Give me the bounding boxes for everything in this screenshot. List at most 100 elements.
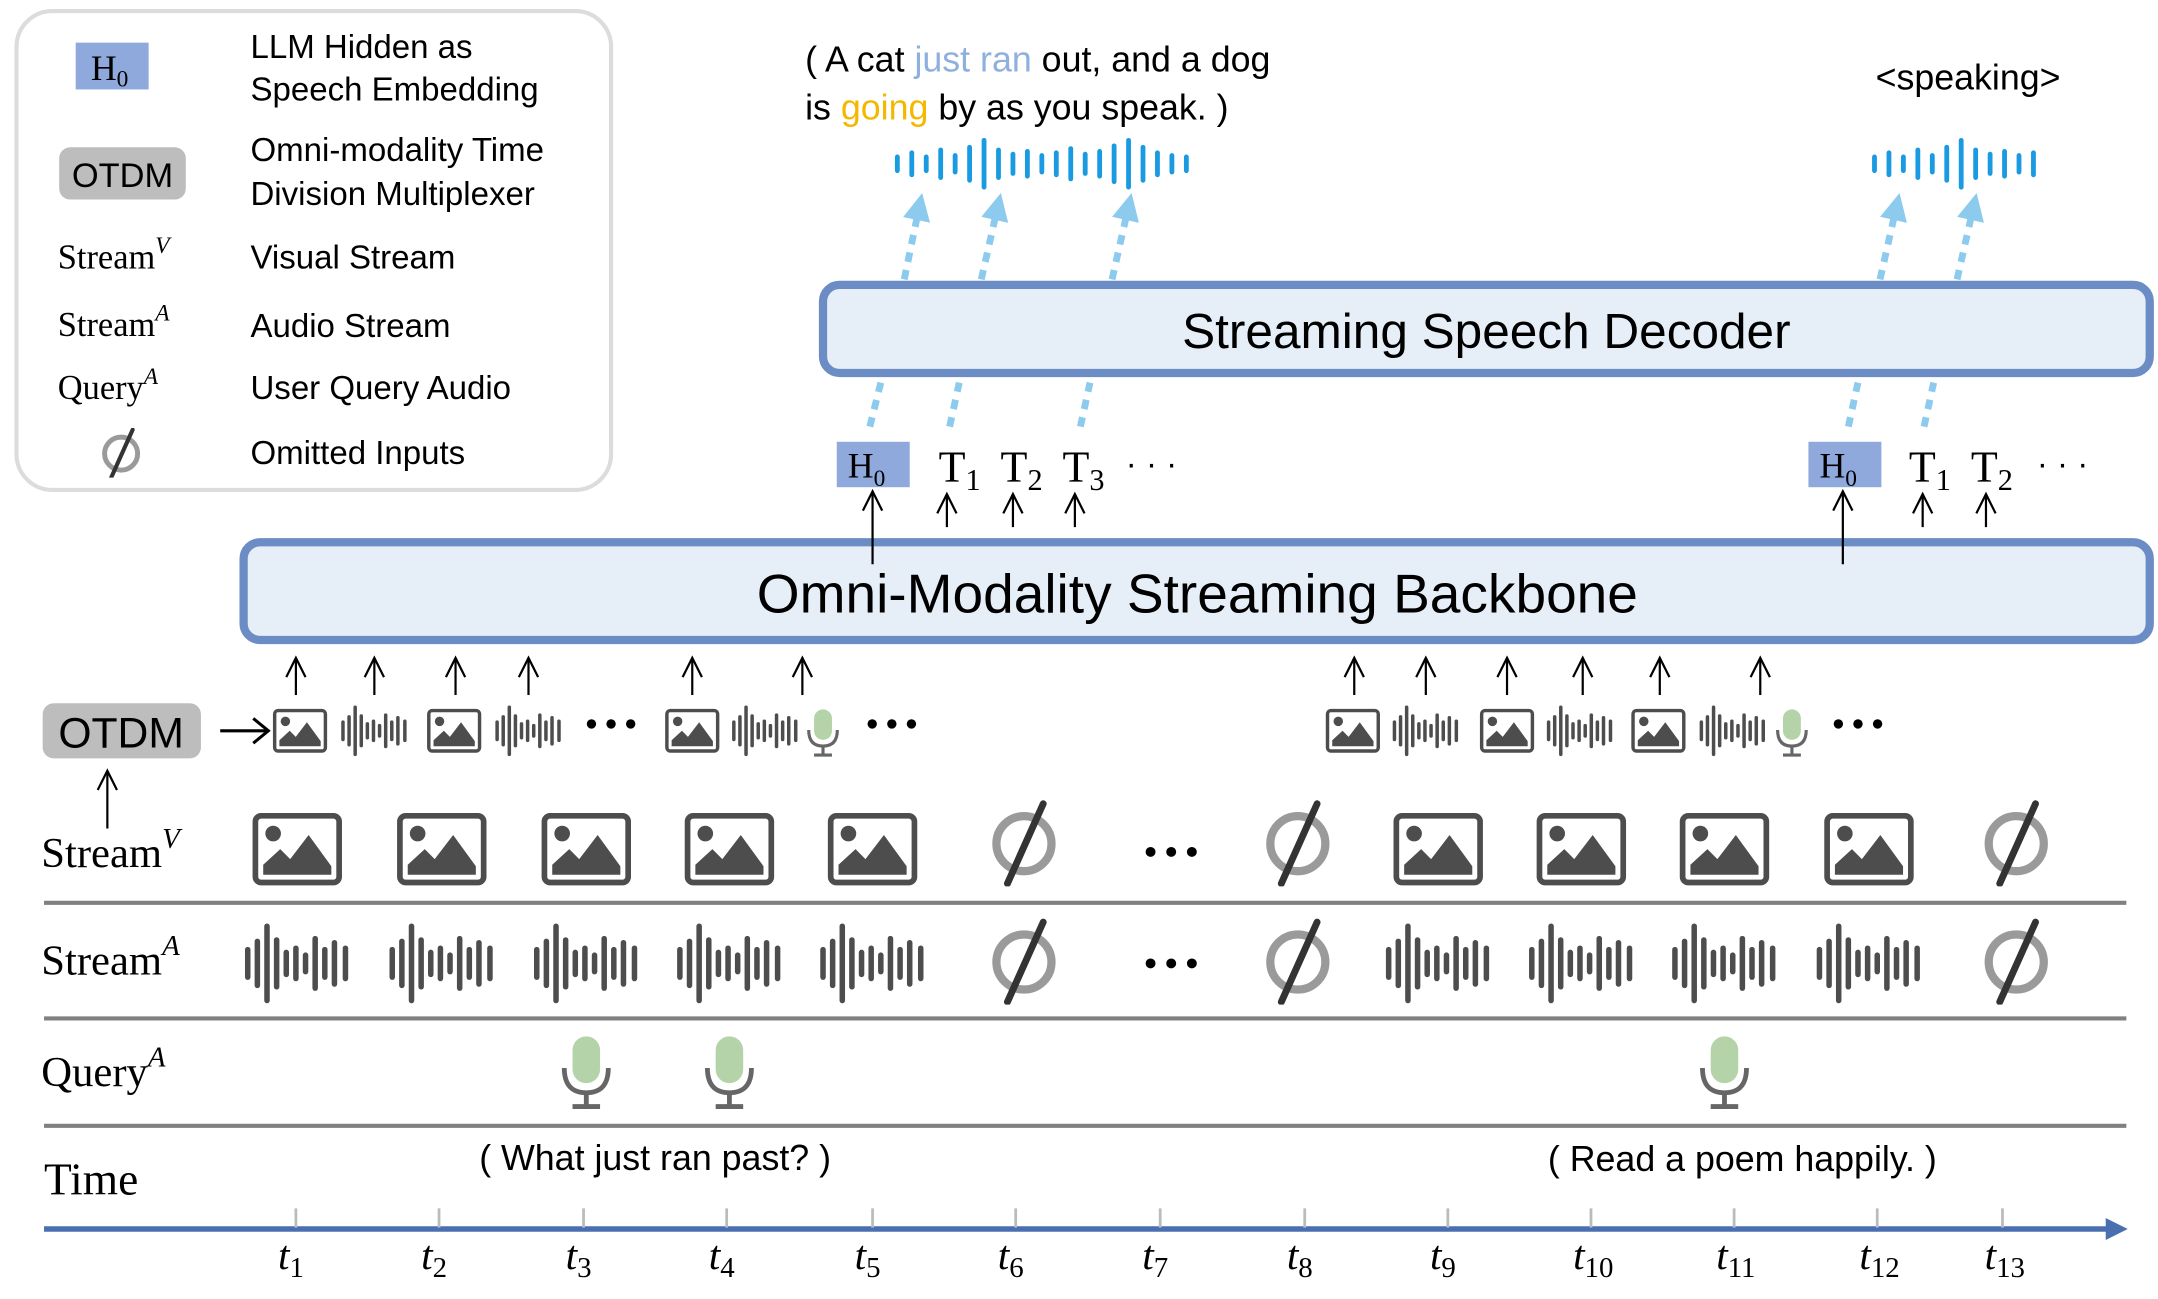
audio-waveform-icon <box>1699 705 1766 757</box>
omitted-icon <box>996 804 1051 884</box>
microphone-icon <box>1775 707 1808 757</box>
audio-waveform-icon <box>732 705 798 757</box>
dotted-arrow <box>866 381 885 428</box>
time-tick-label: t12 <box>1859 1232 1899 1284</box>
row-label-stream-a: StreamA <box>41 930 180 984</box>
text-token: T3 <box>1062 443 1104 497</box>
image-icon <box>272 708 328 753</box>
time-tick-label: t8 <box>1287 1232 1313 1284</box>
otdm-pill <box>42 703 201 759</box>
otdm-sequence <box>272 705 1883 757</box>
audio-waveform-icon <box>1819 926 1917 1000</box>
arrowhead <box>791 655 813 678</box>
dotted-arrow <box>946 381 963 428</box>
microphone-icon <box>564 1036 608 1106</box>
time-tick-label: t13 <box>1985 1232 2025 1284</box>
audio-waveform-icon <box>341 705 407 757</box>
arrowhead <box>1649 655 1671 678</box>
stream-cells <box>248 804 2044 1107</box>
text-token: T2 <box>1001 443 1043 497</box>
image-icon <box>544 816 628 883</box>
time-tick-label: t1 <box>278 1232 304 1284</box>
audio-waveform-icon <box>495 705 561 757</box>
audio-waveform-icon <box>392 926 490 1000</box>
token-ellipsis: · · · <box>1126 445 1177 482</box>
ellipsis-icon <box>867 719 917 729</box>
arrowhead <box>1064 491 1086 514</box>
image-icon <box>1396 816 1480 883</box>
token-ellipsis: · · · <box>2037 445 2088 482</box>
arrowhead <box>285 655 307 678</box>
h0-token-box <box>836 441 910 488</box>
image-icon <box>665 708 720 753</box>
arrowhead <box>1415 655 1437 678</box>
h0-token: H0 <box>1819 446 1857 492</box>
query-text-1: ( What just ran past? ) <box>479 1138 831 1178</box>
query-text-2: ( Read a poem happily. ) <box>1548 1139 1937 1179</box>
legend-otdm-pill <box>59 147 186 200</box>
time-tick-label: t5 <box>855 1232 881 1284</box>
image-icon <box>400 816 484 883</box>
arrowhead <box>861 488 884 512</box>
legend: H0 LLM Hidden as Speech Embedding OTDM O… <box>14 8 614 493</box>
image-icon <box>1479 708 1535 753</box>
speaking-label: <speaking> <box>1876 57 2061 97</box>
arrowhead <box>252 717 271 745</box>
dotted-arrow <box>1876 193 1907 281</box>
row-label-time: Time <box>44 1155 138 1205</box>
h0-token-box <box>1808 441 1882 488</box>
legend-otdm-desc-2: Division Multiplexer <box>250 175 534 212</box>
legend-h0-desc-1: LLM Hidden as <box>250 28 472 65</box>
legend-stream-v-symbol: StreamV <box>58 233 172 276</box>
arrowhead <box>444 655 467 678</box>
audio-waveform-icon <box>248 926 346 1000</box>
arrowhead <box>96 768 118 791</box>
omitted-icon <box>1270 804 1325 884</box>
row-label-query-a: QueryA <box>41 1042 166 1096</box>
time-tick-label: t9 <box>1430 1232 1456 1284</box>
omitted-icon <box>1989 922 2044 1002</box>
legend-stream-a-symbol: StreamA <box>58 301 170 344</box>
dotted-arrow <box>1844 381 1862 428</box>
legend-query-desc: User Query Audio <box>250 369 511 406</box>
legend-query-symbol: QueryA <box>58 364 159 407</box>
legend-omitted-desc: Omitted Inputs <box>250 434 465 471</box>
arrowhead <box>1912 491 1934 514</box>
token-row: H0 T1 T2 T3 H0 T1 T2 · · · · · · <box>836 441 2088 497</box>
image-icon <box>427 708 482 753</box>
ellipsis-icon <box>1833 719 1883 729</box>
time-tick-label: t10 <box>1573 1232 1613 1284</box>
speech-waveform-icon <box>894 137 1189 190</box>
streaming-speech-decoder-box <box>818 280 2154 378</box>
ellipsis-icon <box>1145 846 1197 857</box>
arrowhead <box>936 491 958 514</box>
arrowhead <box>1832 488 1854 512</box>
audio-waveform-icon <box>1389 926 1487 1000</box>
omni-modality-streaming-backbone-box <box>239 538 2154 645</box>
legend-box <box>14 8 614 493</box>
legend-stream-a-desc: Audio Stream <box>250 307 450 344</box>
dotted-arrow <box>1077 381 1094 428</box>
arrowhead <box>1002 491 1024 514</box>
otdm-label: OTDM <box>58 709 184 757</box>
arrowhead <box>1496 655 1518 678</box>
legend-h0-swatch <box>75 42 149 90</box>
audio-waveform-icon <box>680 926 778 1000</box>
time-tick-label: t4 <box>709 1232 735 1284</box>
arrowhead <box>681 655 703 678</box>
arrowhead <box>363 655 385 678</box>
row-label-stream-v: StreamV <box>41 823 183 877</box>
speech-waveform-icon <box>1872 137 2036 190</box>
text-token: T1 <box>939 443 981 497</box>
ellipsis-icon <box>1145 958 1197 969</box>
audio-waveform-icon <box>1532 926 1630 1000</box>
arrowhead <box>1343 655 1365 678</box>
dotted-arrow <box>900 192 931 281</box>
image-icon <box>1683 816 1767 883</box>
arrowhead <box>1749 655 1771 678</box>
image-icon <box>1325 708 1381 753</box>
legend-h0-symbol: H0 <box>91 48 129 93</box>
response-text-line-1: ( A cat just ran out, and a dog <box>805 40 1270 80</box>
image-icon <box>831 816 915 883</box>
